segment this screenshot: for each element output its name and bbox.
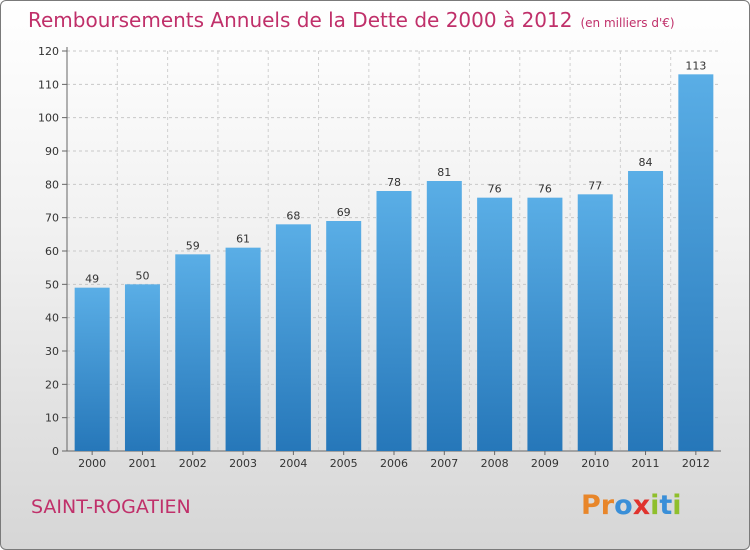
bar-2004 (275, 224, 311, 451)
value-label-2007: 81 (437, 166, 451, 179)
x-tick-label-2012: 2012 (682, 457, 710, 470)
x-tick-label-2006: 2006 (380, 457, 408, 470)
x-tick-label-2009: 2009 (531, 457, 559, 470)
bar-2012 (678, 74, 714, 451)
logo-letter: t (659, 490, 673, 521)
bar-2006 (376, 191, 412, 451)
y-tick-label: 110 (38, 78, 59, 91)
value-label-2001: 50 (135, 269, 149, 282)
x-tick-label-2004: 2004 (279, 457, 307, 470)
x-tick-label-2007: 2007 (430, 457, 458, 470)
y-tick-label: 60 (45, 245, 59, 258)
logo-letter: i (650, 490, 660, 521)
y-tick-label: 70 (45, 212, 59, 225)
bar-2011 (628, 171, 664, 451)
value-label-2000: 49 (85, 273, 99, 286)
bars (74, 74, 714, 452)
y-tick-label: 90 (45, 145, 59, 158)
x-tick-label-2000: 2000 (78, 457, 106, 470)
bar-2008 (477, 197, 513, 451)
logo-letter: o (614, 490, 633, 521)
x-tick-label-2005: 2005 (330, 457, 358, 470)
value-label-2012: 113 (685, 59, 706, 72)
value-label-2004: 68 (286, 209, 300, 222)
commune-name: SAINT-ROGATIEN (31, 496, 191, 518)
bar-2003 (225, 247, 261, 451)
y-tick-label: 120 (38, 45, 59, 58)
proxiti-logo[interactable]: Proxiti (581, 490, 682, 521)
x-tick-label-2010: 2010 (581, 457, 609, 470)
value-label-2002: 59 (186, 239, 200, 252)
value-label-2009: 76 (538, 183, 552, 196)
x-tick-label-2001: 2001 (128, 457, 156, 470)
y-tick-label: 50 (45, 278, 59, 291)
bar-2001 (124, 284, 160, 451)
bar-2000 (74, 287, 110, 451)
y-tick-label: 100 (38, 112, 59, 125)
x-tick-label-2003: 2003 (229, 457, 257, 470)
y-tick-label: 10 (45, 412, 59, 425)
labels: 49 2000 50 2001 59 2002 61 2003 68 2004 69 2005 78 20… (78, 59, 710, 470)
y-tick-label: 40 (45, 312, 59, 325)
chart-title-text: Remboursements Annuels de la Dette de 20… (28, 8, 573, 32)
x-tick-label-2011: 2011 (632, 457, 660, 470)
logo-letter: x (632, 490, 651, 521)
chart-unit-label: (en milliers d'€) (580, 16, 675, 30)
x-tick-label-2008: 2008 (481, 457, 509, 470)
x-tick-label-2002: 2002 (179, 457, 207, 470)
bar-2007 (426, 181, 462, 451)
bar-2005 (326, 221, 362, 451)
value-label-2005: 69 (337, 206, 351, 219)
y-tick-label: 80 (45, 178, 59, 191)
bar-2010 (577, 194, 613, 452)
logo-letter: i (672, 490, 682, 521)
chart-title: Remboursements Annuels de la Dette de 20… (28, 8, 675, 32)
logo-letter: P (581, 490, 601, 521)
value-label-2011: 84 (639, 156, 653, 169)
bar-2002 (175, 254, 211, 451)
value-label-2008: 76 (488, 183, 502, 196)
bar-2009 (527, 197, 563, 451)
value-label-2003: 61 (236, 233, 250, 246)
value-label-2006: 78 (387, 176, 401, 189)
y-tick-label: 30 (45, 345, 59, 358)
y-tick-label: 20 (45, 378, 59, 391)
logo-letter: r (600, 490, 615, 521)
value-label-2010: 77 (588, 179, 602, 192)
y-tick-label: 0 (52, 445, 59, 458)
